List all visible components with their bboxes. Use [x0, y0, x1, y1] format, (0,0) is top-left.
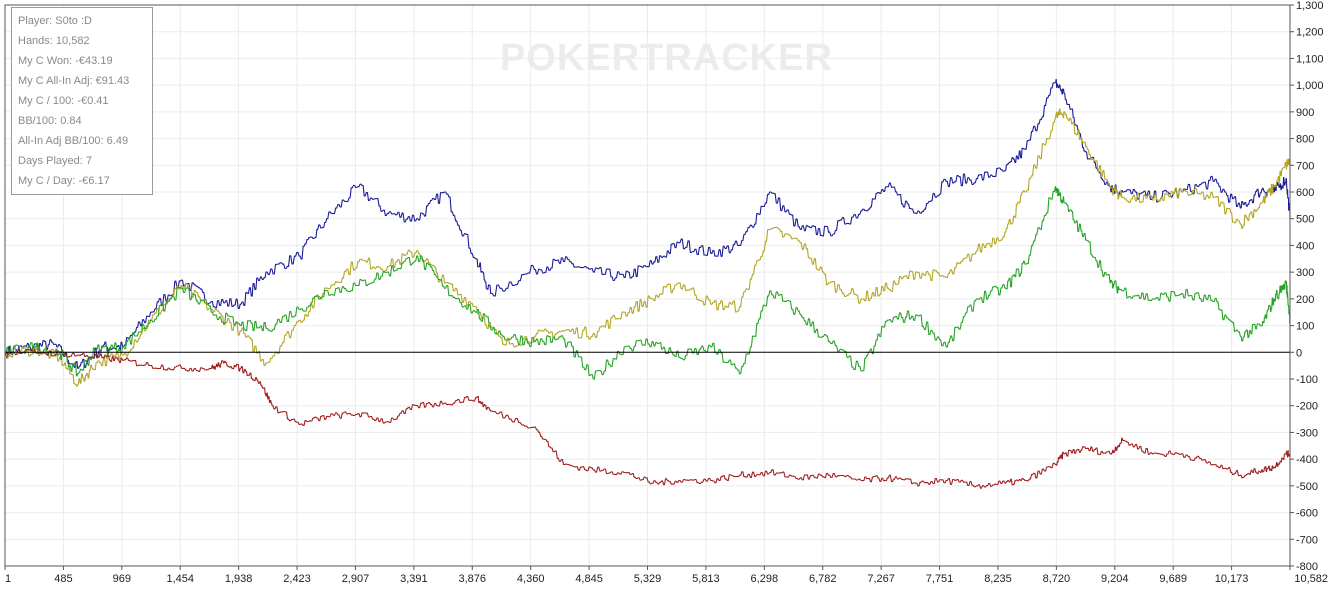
series-line-gold: [5, 108, 1291, 387]
x-tick-label: 4,360: [517, 573, 545, 585]
stat-per100: My C / 100: -€0.41: [18, 95, 109, 107]
y-tick-label: 700: [1296, 160, 1314, 172]
x-tick-label: 7,751: [926, 573, 954, 585]
x-tick-label: 9,689: [1159, 573, 1187, 585]
y-tick-label: 300: [1296, 267, 1314, 279]
stat-allin-adj: My C All-In Adj: €91.43: [18, 75, 130, 87]
grid-lines: [4, 4, 1291, 567]
x-tick-label: 9,204: [1101, 573, 1129, 585]
y-tick-label: 1,200: [1296, 27, 1324, 39]
x-tick-label: 1,454: [166, 573, 194, 585]
x-tick-label: 5,813: [692, 573, 720, 585]
y-tick-label: 500: [1296, 214, 1314, 226]
x-tick-label: 10,582: [1294, 573, 1328, 585]
y-tick-label: 1,000: [1296, 80, 1324, 92]
x-tick-label: 8,235: [984, 573, 1012, 585]
x-tick-label: 3,391: [400, 573, 428, 585]
y-tick-label: -300: [1296, 427, 1318, 439]
stats-box: Player: S0to :D Hands: 10,582 My C Won: …: [11, 7, 153, 195]
y-tick-label: 1,300: [1296, 0, 1324, 12]
y-tick-label: -800: [1296, 561, 1318, 573]
x-tick-label: 4,845: [575, 573, 603, 585]
x-tick-label: 2,907: [342, 573, 370, 585]
watermark: POKERTRACKER: [500, 37, 833, 79]
y-tick-label: 200: [1296, 294, 1314, 306]
x-tick-label: 10,173: [1215, 573, 1249, 585]
y-tick-label: -600: [1296, 508, 1318, 520]
x-tick-label: 485: [54, 573, 72, 585]
stat-player: Player: S0to :D: [18, 15, 92, 27]
x-tick-label: 6,782: [809, 573, 837, 585]
y-tick-label: -700: [1296, 534, 1318, 546]
x-tick-label: 1,938: [225, 573, 253, 585]
x-tick-label: 2,423: [283, 573, 311, 585]
y-axis: 1,300 1,200 1,100 1,000 900 800 700 600 500 400 30…: [1290, 0, 1324, 573]
x-tick-label: 8,720: [1043, 573, 1071, 585]
stat-won: My C Won: -€43.19: [18, 55, 113, 67]
x-tick-label: 969: [113, 573, 131, 585]
y-tick-label: 900: [1296, 107, 1314, 119]
y-tick-label: 400: [1296, 240, 1314, 252]
y-tick-label: -400: [1296, 454, 1318, 466]
y-tick-label: -100: [1296, 374, 1318, 386]
stat-per-day: My C / Day: -€6.17: [18, 175, 110, 187]
y-tick-label: 100: [1296, 321, 1314, 333]
series-group: [5, 79, 1291, 489]
series-line-green: [5, 186, 1291, 380]
x-tick-label: 7,267: [867, 573, 895, 585]
x-tick-label: 6,298: [751, 573, 779, 585]
y-tick-label: -200: [1296, 401, 1318, 413]
y-tick-label: 1,100: [1296, 53, 1324, 65]
stat-bb100: BB/100: 0.84: [18, 115, 82, 127]
stat-days: Days Played: 7: [18, 155, 92, 167]
x-axis: 1 485 969 1,454 1,938 2,423 2,907 3,391 3,876 4,3…: [4, 566, 1328, 585]
x-tick-label: 5,329: [634, 573, 662, 585]
x-tick-label: 1: [5, 573, 11, 585]
stat-allin-bb100: All-In Adj BB/100: 6.49: [18, 135, 129, 147]
y-tick-label: 0: [1296, 347, 1302, 359]
x-tick-label: 3,876: [459, 573, 487, 585]
stat-hands: Hands: 10,582: [18, 35, 90, 47]
y-tick-label: 600: [1296, 187, 1314, 199]
series-line-red: [5, 348, 1291, 489]
y-tick-label: 800: [1296, 134, 1314, 146]
y-tick-label: -500: [1296, 481, 1318, 493]
